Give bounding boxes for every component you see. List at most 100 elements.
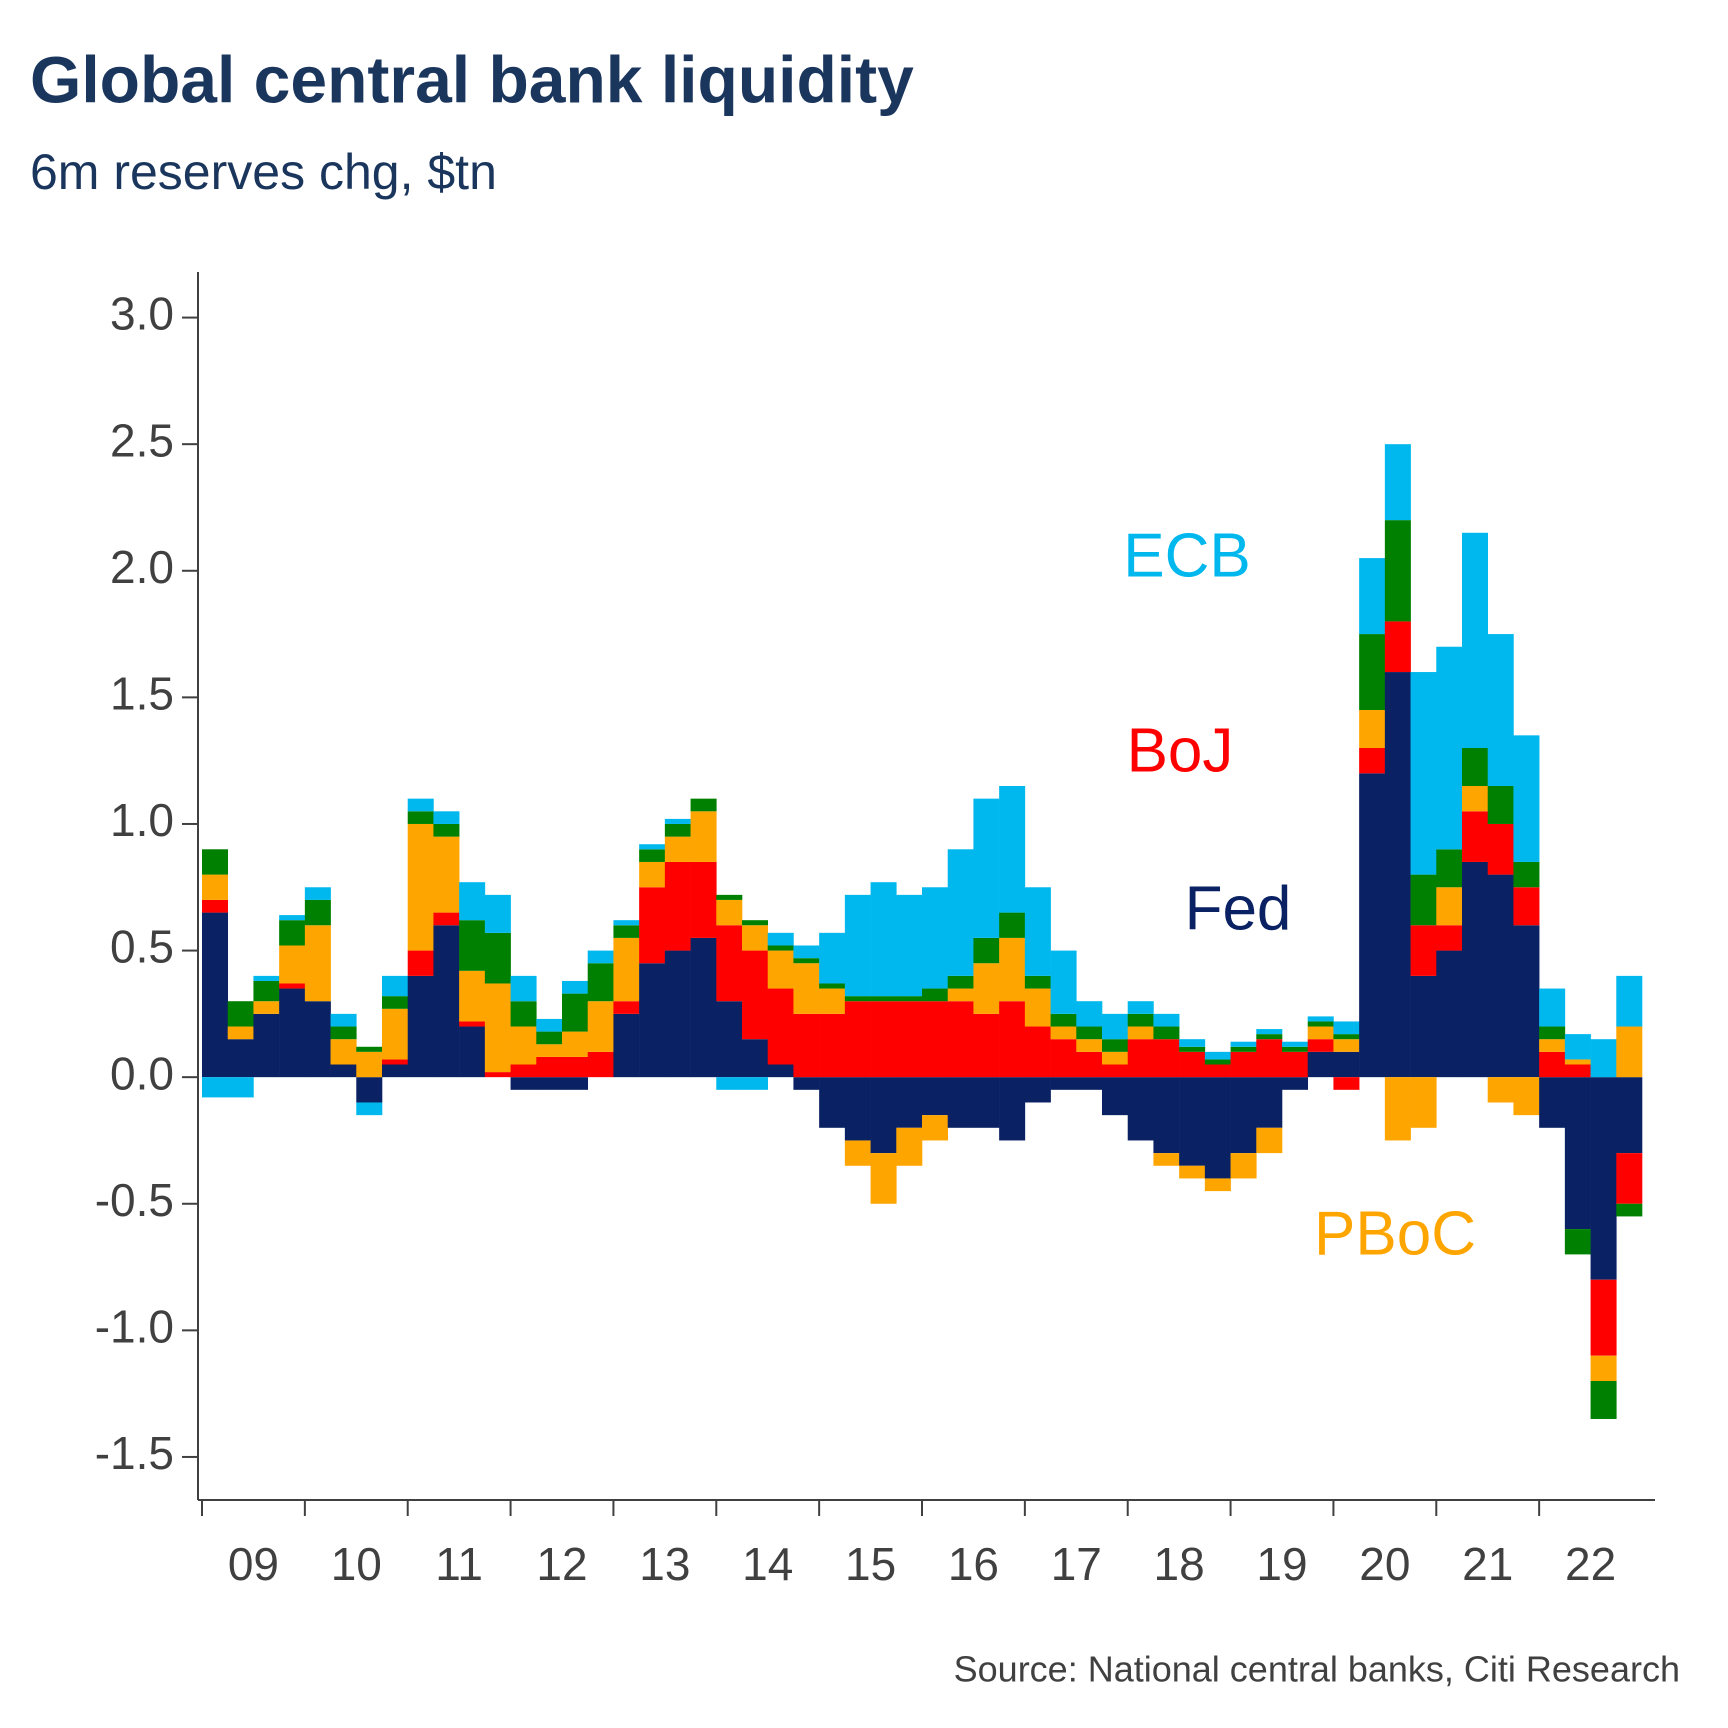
x-tick-label: 09 [228, 1538, 279, 1590]
bar-segment [870, 1001, 897, 1078]
bar-segment [1204, 1077, 1231, 1179]
bar-segment [279, 945, 306, 984]
bar-segment [1359, 710, 1386, 749]
bar-segment [1153, 1026, 1180, 1040]
bar-segment [1616, 1026, 1643, 1078]
bar-segment [484, 894, 511, 933]
bar-segment [1204, 1059, 1231, 1065]
x-tick-label: 10 [331, 1538, 382, 1590]
bar-segment [202, 899, 229, 913]
bar-segment [407, 811, 434, 824]
bar-segment [1462, 785, 1489, 812]
bar-segment [1024, 975, 1051, 989]
bar-segment [1590, 1077, 1617, 1280]
bar-segment [1282, 1041, 1309, 1047]
bar-segment [1564, 1229, 1591, 1255]
bar-segment [1307, 1026, 1334, 1040]
bar-segment [896, 894, 923, 997]
bar-segment [1564, 1059, 1591, 1065]
bar-segment [896, 1127, 923, 1166]
bar-segment [896, 1077, 923, 1128]
bar-segment [304, 925, 331, 1002]
bars [202, 444, 1643, 1419]
bar-segment [1384, 444, 1411, 521]
bar-segment [690, 937, 717, 1078]
bar-segment [587, 950, 614, 964]
bar-segment [1462, 811, 1489, 862]
bar-segment [1462, 861, 1489, 1078]
y-tick-label: 1.0 [110, 794, 174, 846]
bar-segment [1487, 1077, 1514, 1103]
bar-segment [253, 1013, 280, 1078]
bar-segment [1127, 1039, 1154, 1078]
bar-segment [253, 975, 280, 981]
bar-segment [1127, 1026, 1154, 1040]
bar-segment [382, 1064, 409, 1078]
bar-segment [562, 1031, 589, 1057]
bar-segment [1256, 1127, 1283, 1154]
bar-segment [690, 811, 717, 862]
bar-segment [459, 882, 486, 921]
bar-segment [742, 920, 769, 926]
bar-segment [587, 1051, 614, 1078]
bar-segment [1616, 1153, 1643, 1204]
bar-segment [793, 958, 820, 964]
bar-segment [1179, 1077, 1206, 1166]
bar-segment [1204, 1064, 1231, 1078]
bar-segment [253, 980, 280, 1002]
bar-segment [742, 1077, 769, 1090]
bar-segment [459, 1021, 486, 1027]
bar-segment [1127, 1077, 1154, 1141]
bar-segment [870, 882, 897, 997]
bar-segment [1076, 1026, 1103, 1040]
bar-segment [279, 915, 306, 921]
bar-segment [1410, 975, 1437, 1078]
bar-segment [1487, 823, 1514, 875]
series-label: PBoC [1314, 1199, 1476, 1268]
bar-segment [1539, 1077, 1566, 1128]
bar-segment [716, 894, 743, 900]
bar-segment [1153, 1039, 1180, 1078]
bar-segment [536, 1056, 563, 1078]
bar-segment [227, 1026, 254, 1040]
bar-segment [330, 1013, 357, 1027]
bar-segment [999, 912, 1026, 938]
y-tick-label: 0.0 [110, 1047, 174, 1099]
bar-segment [767, 1064, 794, 1078]
bar-segment [1333, 1021, 1360, 1035]
bar-segment [1204, 1178, 1231, 1192]
bar-segment [202, 1077, 229, 1098]
chart-title: Global central bank liquidity [30, 42, 914, 116]
bar-segment [1282, 1051, 1309, 1078]
bar-segment [1333, 1051, 1360, 1078]
bar-segment [1024, 1077, 1051, 1103]
bar-segment [1410, 1077, 1437, 1128]
bar-segment [922, 1077, 949, 1116]
bar-segment [227, 1039, 254, 1078]
bar-segment [484, 932, 511, 984]
y-tick-label: -1.0 [95, 1301, 174, 1353]
bar-segment [459, 920, 486, 971]
bar-segment [1436, 887, 1463, 926]
bar-segment [639, 887, 666, 964]
bar-segment [1539, 1039, 1566, 1052]
bar-segment [1127, 1001, 1154, 1014]
bar-segment [999, 785, 1026, 913]
x-tick-label: 21 [1462, 1538, 1513, 1590]
bar-segment [382, 996, 409, 1009]
bar-segment [1102, 1064, 1129, 1078]
bar-segment [947, 975, 974, 989]
bar-segment [1256, 1077, 1283, 1128]
bar-segment [742, 1039, 769, 1078]
bar-segment [767, 988, 794, 1065]
bar-segment [202, 849, 229, 875]
bar-segment [664, 950, 691, 1078]
bar-segment [382, 1059, 409, 1065]
bar-segment [922, 988, 949, 1002]
x-tick-label: 12 [536, 1538, 587, 1590]
bar-segment [1410, 874, 1437, 926]
y-tick-label: 0.5 [110, 921, 174, 973]
bar-segment [639, 849, 666, 862]
bar-segment [639, 963, 666, 1078]
